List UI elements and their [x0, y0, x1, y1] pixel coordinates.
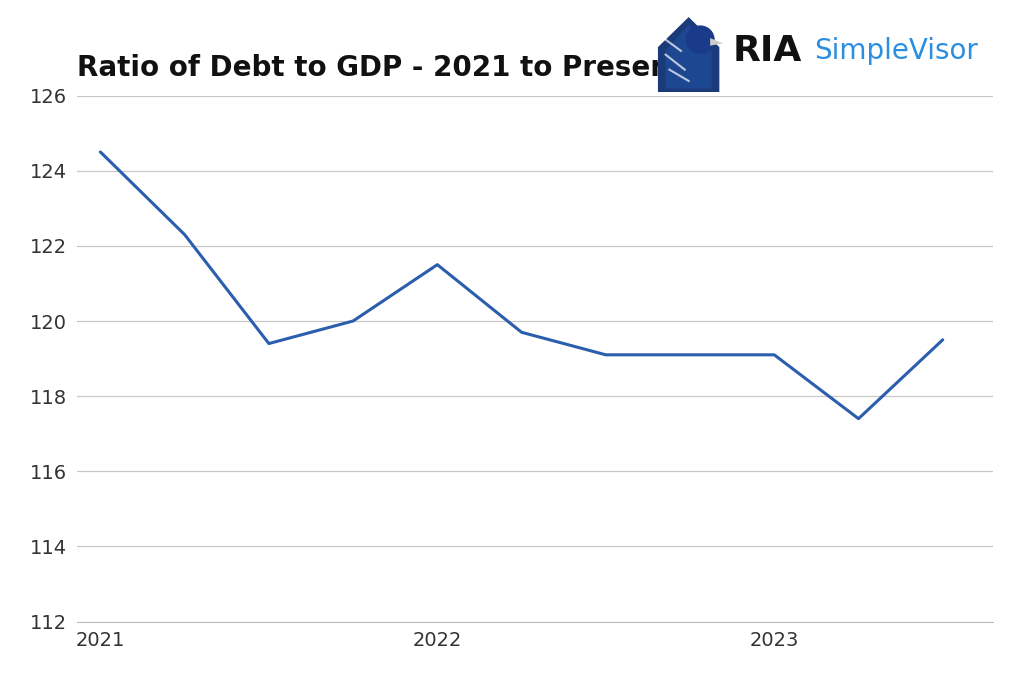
Polygon shape [666, 25, 712, 89]
Text: Ratio of Debt to GDP - 2021 to Present: Ratio of Debt to GDP - 2021 to Present [77, 54, 683, 82]
Text: RIA: RIA [732, 34, 802, 68]
Circle shape [686, 26, 714, 53]
Polygon shape [711, 38, 723, 46]
Polygon shape [657, 17, 719, 92]
Text: SimpleVisor: SimpleVisor [814, 38, 978, 65]
